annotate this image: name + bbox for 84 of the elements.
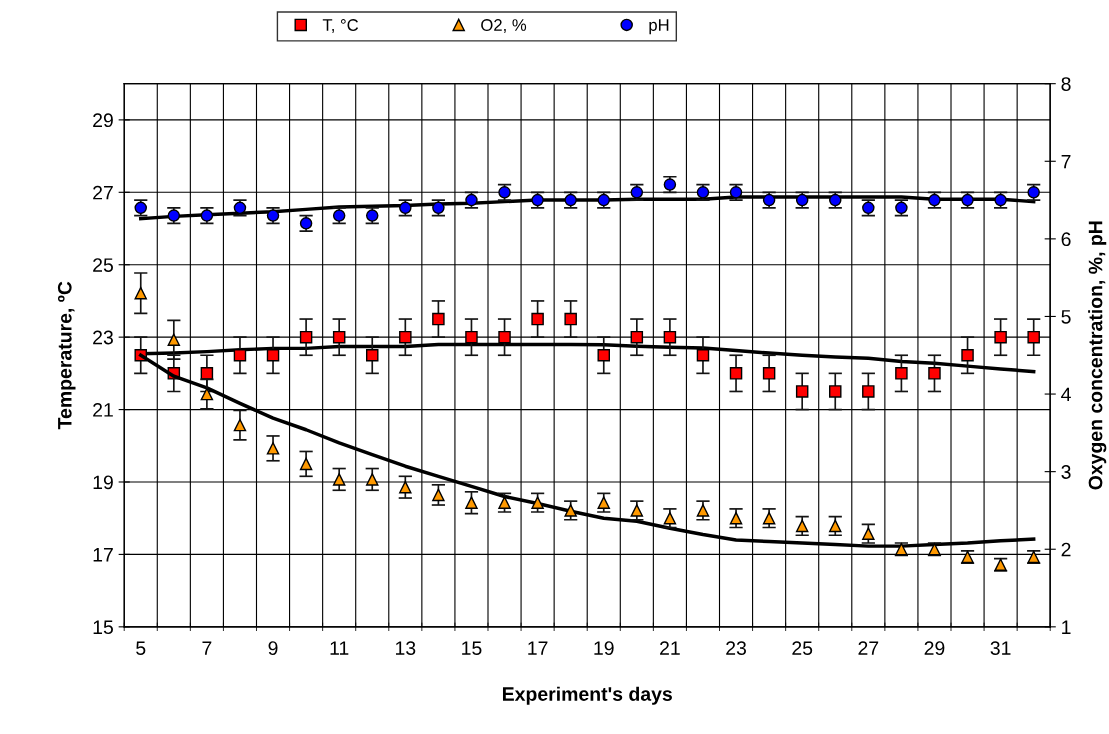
- legend-label: pH: [649, 19, 669, 35]
- point: [233, 349, 247, 362]
- x-tick-label: 9: [268, 641, 278, 656]
- y-tick-label: 29: [93, 113, 113, 128]
- point: [961, 349, 974, 362]
- x-tick-label: 15: [462, 641, 482, 656]
- point: [630, 504, 644, 517]
- point: [795, 385, 809, 398]
- point: [531, 496, 544, 509]
- x-axis-title: Experiment's days: [502, 686, 672, 705]
- x-tick-label: 13: [395, 641, 416, 656]
- point: [729, 367, 743, 380]
- point: [862, 527, 875, 540]
- point: [134, 286, 147, 300]
- y-tick-label: 25: [93, 258, 113, 272]
- point: [564, 312, 577, 326]
- x-tick-label: 27: [858, 641, 879, 655]
- x-tick-label: 17: [528, 641, 548, 655]
- point: [332, 330, 346, 344]
- x-tick-label: 7: [202, 641, 212, 655]
- y-tick-label: 27: [93, 185, 113, 200]
- point: [299, 330, 313, 344]
- point: [928, 367, 941, 380]
- y-tick-label: 19: [93, 475, 113, 490]
- y2-tick-label: 7: [1061, 154, 1071, 169]
- point: [498, 496, 511, 509]
- x-tick-label: 11: [330, 641, 349, 655]
- y-tick-label: 15: [93, 620, 113, 635]
- point: [564, 504, 577, 517]
- point: [266, 349, 280, 362]
- point: [795, 519, 809, 533]
- point: [332, 473, 346, 486]
- y2-tick-label: 4: [1061, 387, 1071, 402]
- point: [762, 367, 776, 380]
- point: [994, 330, 1007, 344]
- point: [465, 330, 478, 344]
- legend-label: T, °C: [322, 19, 359, 33]
- point: [266, 442, 280, 455]
- point: [531, 312, 544, 326]
- y-tick-label: 17: [93, 548, 113, 562]
- point: [663, 511, 677, 525]
- x-tick-label: 23: [726, 641, 746, 656]
- point: [630, 330, 644, 344]
- point: [233, 418, 247, 432]
- x-tick-label: 25: [792, 641, 813, 656]
- point: [696, 504, 710, 517]
- y2-axis-title: Oxygen concentration, %, pH: [1088, 221, 1107, 490]
- y2-tick-label: 3: [1061, 465, 1071, 479]
- point: [895, 367, 908, 380]
- point: [762, 511, 776, 525]
- y2-tick-label: 1: [1062, 620, 1071, 634]
- point: [399, 330, 412, 344]
- point: [829, 519, 842, 533]
- point: [365, 473, 379, 486]
- point: [432, 312, 445, 326]
- point: [696, 349, 710, 362]
- x-tick-label: 29: [924, 641, 945, 656]
- legend-label: O2, %: [481, 19, 527, 33]
- point: [829, 385, 842, 398]
- point: [365, 349, 379, 362]
- y2-tick-label: 5: [1061, 310, 1071, 324]
- point: [399, 480, 412, 494]
- y-axis-title: Temperature, ºC: [57, 281, 76, 430]
- x-tick-label: 31: [990, 641, 1011, 656]
- x-tick-label: 5: [136, 641, 146, 656]
- y2-tick-label: 6: [1061, 232, 1071, 247]
- point: [432, 488, 445, 502]
- point: [663, 330, 677, 344]
- point: [200, 387, 214, 401]
- x-tick-label: 19: [594, 641, 614, 656]
- point: [299, 457, 313, 471]
- y2-tick-label: 2: [1061, 542, 1071, 557]
- y-tick-label: 23: [93, 330, 113, 345]
- point: [498, 330, 511, 344]
- y-tick-label: 21: [93, 403, 113, 417]
- point: [862, 385, 875, 398]
- point: [465, 496, 478, 509]
- point: [597, 496, 611, 509]
- point: [729, 511, 743, 525]
- point: [167, 333, 181, 346]
- point: [1027, 330, 1040, 344]
- x-tick-label: 21: [660, 641, 680, 655]
- y2-tick-label: 8: [1061, 77, 1071, 91]
- point: [597, 349, 611, 362]
